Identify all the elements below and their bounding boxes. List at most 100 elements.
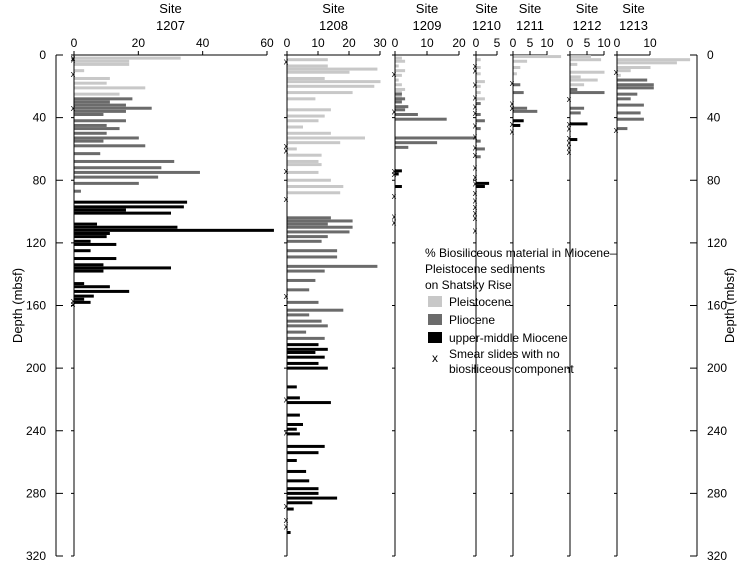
- site-1211-title-line-2: 1211: [516, 18, 544, 33]
- site-1207-bar-pliocene: [74, 119, 126, 123]
- site-1209-bar-pliocene: [395, 97, 406, 101]
- site-1209-bar-pleistocene: [395, 64, 399, 68]
- site-1208-x-tick-label: 10: [311, 36, 325, 50]
- site-1207-bar-miocene: [74, 205, 184, 209]
- depth-tick-label-left: 40: [33, 111, 47, 125]
- site-1207-title-line-2: 1207: [156, 18, 185, 33]
- site-1210-smear-marker: x: [473, 80, 478, 90]
- site-1210-smear-marker: x: [473, 163, 478, 173]
- site-1208-bar-miocene: [287, 496, 338, 500]
- site-1211-smear-marker: x: [510, 78, 515, 88]
- site-1208-bar-pliocene: [287, 288, 310, 292]
- site-1213-title-line-1: Site: [622, 1, 644, 16]
- site-1208-bar-miocene: [287, 487, 319, 491]
- site-1211-bar-pleistocene: [513, 59, 528, 63]
- site-1207-bar-miocene: [74, 211, 171, 215]
- legend-swatch-pliocene: [428, 314, 442, 325]
- site-1207-bar-pliocene: [74, 127, 120, 131]
- site-1208-bar-pleistocene: [287, 70, 350, 74]
- depth-tick-label-right: 40: [707, 111, 721, 125]
- site-1208-bar-pleistocene: [287, 97, 316, 101]
- site-1210-bar-pleistocene: [476, 91, 481, 95]
- site-1207-smear-marker: x: [71, 103, 76, 113]
- site-1209-smear-marker: x: [392, 166, 397, 176]
- site-1209-x-tick-label: 20: [452, 36, 466, 50]
- site-1211-bar-pleistocene: [513, 55, 562, 59]
- site-1208-title-line-2: 1208: [319, 18, 348, 33]
- site-1211-bar-miocene: [513, 123, 521, 127]
- site-1207-x-tick-label: 40: [196, 36, 210, 50]
- site-1207-x-tick-label: 20: [132, 36, 146, 50]
- site-1208-bar-miocene: [287, 366, 328, 370]
- site-1207-bar-pliocene: [74, 97, 133, 101]
- site-1208-bar-miocene: [287, 507, 294, 511]
- site-1208-smear-marker: x: [284, 56, 289, 66]
- site-1213-bar-pleistocene: [617, 61, 677, 65]
- legend-title-line-2: Pleistocene sediments: [425, 262, 545, 276]
- depth-tick-label-left: 240: [26, 424, 46, 438]
- site-1208-bar-pliocene: [287, 313, 310, 317]
- site-1211-bar-pliocene: [513, 106, 528, 110]
- site-1209-smear-marker: x: [392, 169, 397, 179]
- site-1208-bar-pleistocene: [287, 191, 341, 195]
- site-1207-bar-miocene: [74, 208, 126, 212]
- site-1208-bar-pleistocene: [287, 178, 331, 182]
- site-1212-title-line-1: Site: [576, 1, 598, 16]
- site-1210-bar-pliocene: [476, 155, 481, 159]
- site-1207-bar-miocene: [74, 263, 104, 267]
- site-1207-smear-marker: x: [71, 53, 76, 63]
- site-1209-bar-pliocene: [395, 136, 476, 140]
- site-1213-x-tick-label: 10: [643, 36, 657, 50]
- site-1208-bar-pliocene: [287, 249, 338, 253]
- site-1213-bar-pliocene: [617, 127, 628, 131]
- site-1208-bar-pliocene: [287, 255, 338, 259]
- site-1209-smear-marker: x: [392, 218, 397, 228]
- site-1208-x-tick-label: 20: [342, 36, 356, 50]
- site-1207-bar-pliocene: [74, 123, 107, 127]
- depth-tick-label-right: 160: [707, 299, 727, 313]
- site-1208-smear-marker: x: [284, 394, 289, 404]
- site-1210-smear-marker: x: [473, 102, 478, 112]
- site-1207-bar-pleistocene: [74, 69, 85, 73]
- site-1208-bar-pleistocene: [287, 114, 325, 118]
- site-1213-bar-pliocene: [617, 78, 648, 82]
- site-1208-title-line-1: Site: [322, 1, 344, 16]
- legend-smear-symbol: x: [432, 351, 438, 365]
- site-1208-bar-pleistocene: [287, 80, 381, 84]
- site-1208-bar-miocene: [287, 401, 331, 405]
- site-1208-bar-pleistocene: [287, 147, 297, 151]
- site-1213-bar-pleistocene: [617, 73, 621, 77]
- site-1208-bar-miocene: [287, 427, 297, 431]
- site-1208-bar-pleistocene: [287, 64, 328, 68]
- site-1207-bar-pliocene: [74, 175, 159, 179]
- site-1208-bar-pliocene: [287, 225, 353, 229]
- site-1212-x-tick-label: 10: [597, 36, 611, 50]
- site-1208-bar-miocene: [287, 343, 319, 347]
- site-1207-bar-pleistocene: [74, 86, 146, 90]
- site-1207-title-line-1: Site: [159, 1, 181, 16]
- site-1213-bar-pleistocene: [617, 69, 631, 73]
- site-1208-bar-pleistocene: [287, 119, 319, 123]
- site-1208-bar-pliocene: [287, 336, 325, 340]
- site-1209-bar-pleistocene: [395, 78, 399, 82]
- site-1207-x-tick-label: 60: [260, 36, 274, 50]
- site-1208-bar-miocene: [287, 451, 319, 455]
- site-1208-bar-pliocene: [287, 278, 316, 282]
- site-1209-bar-pleistocene: [395, 87, 406, 91]
- depth-tick-label-left: 200: [26, 361, 46, 375]
- site-1212-bar-pliocene: [570, 111, 581, 115]
- site-1207-bar-pliocene: [74, 100, 110, 104]
- site-1213-bar-pliocene: [617, 103, 644, 107]
- site-1208-bar-pliocene: [287, 235, 328, 239]
- site-1209-bar-miocene: [395, 172, 399, 176]
- site-1208-bar-pleistocene: [287, 108, 331, 112]
- site-1208-x-tick-label: 30: [373, 36, 387, 50]
- site-1210-bar-pliocene: [476, 119, 485, 123]
- site-1208-bar-pleistocene: [287, 136, 365, 140]
- site-1208-bar-miocene: [287, 501, 313, 505]
- site-1213-smear-marker: x: [614, 67, 619, 77]
- site-1208-bar-pliocene: [287, 269, 325, 273]
- site-1211-bar-pliocene: [513, 83, 521, 87]
